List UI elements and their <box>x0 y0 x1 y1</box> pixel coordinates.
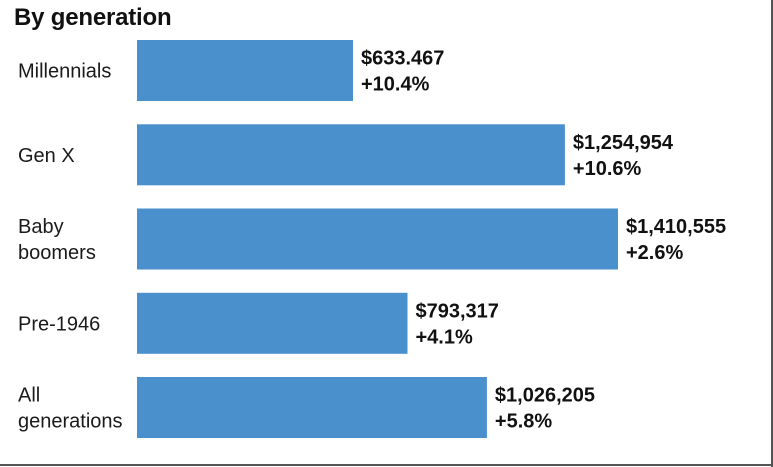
value-label-4: $1,026,205 <box>495 385 595 407</box>
bar-4 <box>137 377 487 438</box>
category-label-3: Pre-1946 <box>18 313 100 335</box>
value-label-1: $1,254,954 <box>573 132 674 154</box>
right-border <box>771 0 773 467</box>
category-label-0: Millennials <box>18 61 111 83</box>
bar-3 <box>137 292 408 354</box>
change-label-0: +10.4% <box>361 74 430 96</box>
category-label-2: Baby boomers <box>18 216 96 264</box>
value-label-0: $633.467 <box>361 48 444 70</box>
bar-0 <box>137 40 353 101</box>
category-label-4: All generations <box>18 385 123 433</box>
change-label-4: +5.8% <box>495 411 552 433</box>
change-label-3: +4.1% <box>416 326 473 348</box>
bar-2 <box>137 208 618 270</box>
change-label-1: +10.6% <box>573 158 642 180</box>
change-label-2: +2.6% <box>626 242 683 264</box>
category-label-1: Gen X <box>18 145 75 167</box>
bar-1 <box>137 124 565 186</box>
bottom-border <box>0 464 773 466</box>
value-label-3: $793,317 <box>416 300 499 322</box>
value-label-2: $1,410,555 <box>626 216 726 238</box>
chart-title: By generation <box>14 4 172 31</box>
